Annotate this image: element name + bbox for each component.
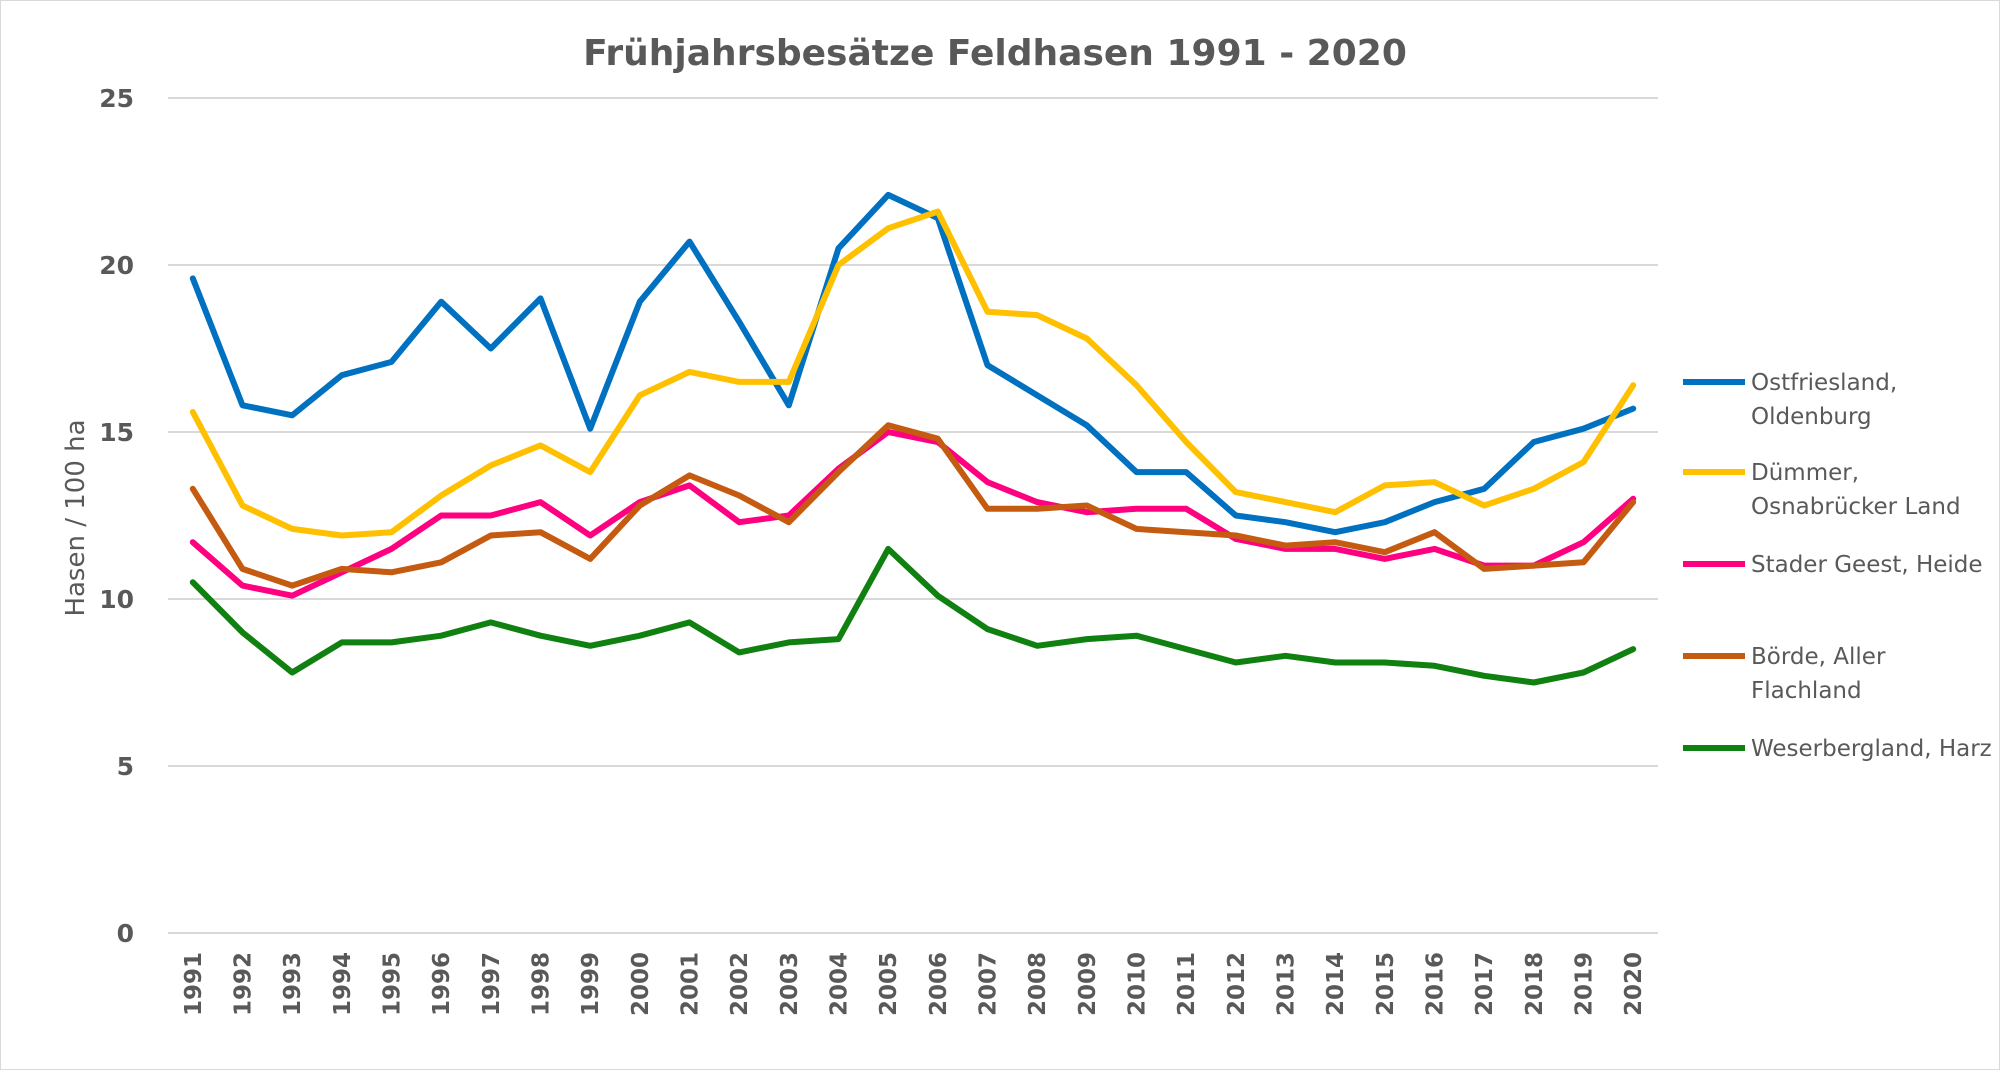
- x-tick-label: 1991: [181, 952, 207, 1016]
- legend-label: Flachland: [1751, 678, 1862, 704]
- x-tick-label: 1999: [578, 952, 604, 1016]
- series-line: [189, 545, 1637, 686]
- y-axis-ticks: 0 5 10 15 20 25: [99, 84, 134, 948]
- x-tick-label: 2002: [727, 952, 753, 1016]
- x-tick-label: 2003: [777, 952, 803, 1016]
- y-tick-label: 5: [117, 752, 134, 781]
- x-axis-ticks: 1991 1992 1993 1994 1995 1996 1997 1998 1999 2000…: [181, 952, 1647, 1016]
- x-tick-label: 1997: [479, 952, 505, 1016]
- x-tick-label: 1995: [380, 952, 406, 1016]
- y-tick-label: 15: [99, 418, 134, 447]
- y-tick-label: 0: [117, 919, 134, 948]
- x-tick-label: 2015: [1373, 952, 1399, 1016]
- x-tick-label: 2010: [1125, 952, 1151, 1016]
- x-tick-label: 2011: [1174, 952, 1200, 1016]
- x-tick-label: 2016: [1423, 952, 1449, 1016]
- x-tick-label: 2007: [976, 952, 1002, 1016]
- legend: Ostfriesland, Oldenburg Dümmer, Osnabrücker…: [1683, 370, 1992, 762]
- x-tick-label: 1993: [280, 952, 306, 1016]
- x-tick-label: 2009: [1075, 952, 1101, 1016]
- gridlines: [168, 97, 1658, 934]
- legend-label: Stader Geest, Heide: [1751, 552, 1983, 578]
- series-line: [189, 422, 1637, 589]
- x-tick-label: 2001: [678, 952, 704, 1016]
- y-tick-label: 25: [99, 84, 134, 113]
- legend-label: Oldenburg: [1751, 404, 1872, 430]
- y-tick-label: 10: [99, 585, 134, 614]
- x-tick-label: 1994: [330, 952, 356, 1016]
- x-tick-label: 2008: [1025, 952, 1051, 1016]
- x-tick-label: 1996: [429, 952, 455, 1016]
- x-tick-label: 2004: [827, 952, 853, 1016]
- legend-label: Ostfriesland,: [1751, 370, 1897, 396]
- legend-label: Börde, Aller: [1751, 644, 1886, 670]
- x-tick-label: 2013: [1274, 952, 1300, 1016]
- chart-title: Frühjahrsbesätze Feldhasen 1991 - 2020: [583, 33, 1407, 74]
- x-tick-label: 2000: [628, 952, 654, 1016]
- series-lines: [189, 191, 1637, 686]
- series-line: [189, 191, 1637, 536]
- x-tick-label: 2012: [1224, 952, 1250, 1016]
- y-axis-label: Hasen / 100 ha: [61, 419, 91, 616]
- y-tick-label: 20: [99, 251, 134, 280]
- x-tick-label: 1998: [529, 952, 555, 1016]
- x-tick-label: 2020: [1621, 952, 1647, 1016]
- x-tick-label: 2018: [1522, 952, 1548, 1016]
- x-tick-label: 2005: [876, 952, 902, 1016]
- x-tick-label: 2017: [1472, 952, 1498, 1016]
- legend-label: Weserbergland, Harz: [1751, 736, 1992, 762]
- series-line: [189, 429, 1637, 599]
- legend-label: Osnabrücker Land: [1751, 494, 1961, 520]
- x-tick-label: 2019: [1572, 952, 1598, 1016]
- x-tick-label: 1992: [231, 952, 257, 1016]
- x-tick-label: 2006: [926, 952, 952, 1016]
- series-line: [189, 208, 1637, 539]
- legend-label: Dümmer,: [1751, 460, 1859, 486]
- x-tick-label: 2014: [1323, 952, 1349, 1016]
